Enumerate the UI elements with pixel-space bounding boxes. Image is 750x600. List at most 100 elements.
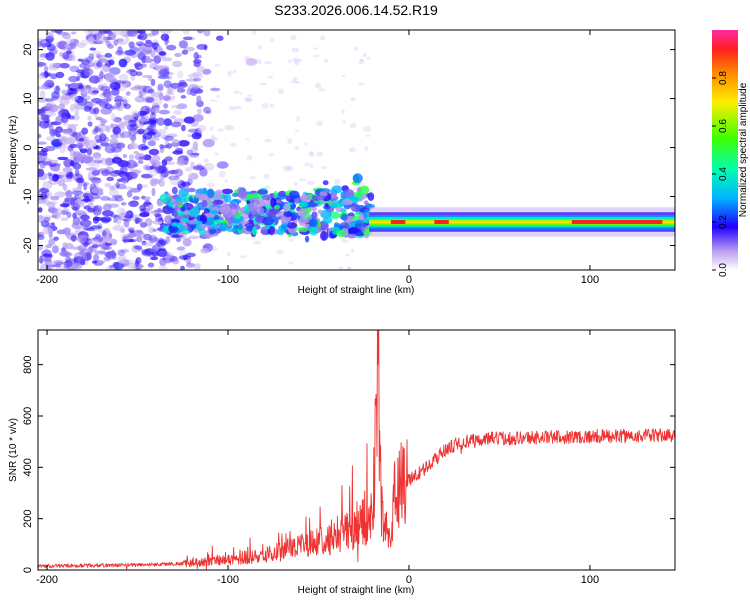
spectrogram-cell [100, 85, 111, 92]
spectrogram-cell [148, 168, 158, 177]
spectrogram-cell [38, 244, 44, 251]
spectrogram-cell [313, 47, 319, 50]
spectrogram-cell [170, 121, 182, 128]
spectrogram-cell [38, 214, 44, 223]
spectrogram-cell [176, 87, 186, 93]
spectrogram-cell [38, 207, 43, 213]
spectrogram-cell [55, 126, 63, 134]
spectrogram-cell [68, 93, 79, 102]
spectrogram-cell [115, 38, 125, 43]
spectrogram-cell [67, 123, 79, 127]
spectrogram-cell [104, 144, 116, 154]
spectrogram-cell [50, 222, 55, 226]
spectrogram-cell [112, 126, 121, 135]
spectrogram-cell [352, 173, 363, 184]
spectrogram-cell [297, 59, 303, 62]
spectrogram-cell [140, 146, 150, 150]
spectrogram-cell [73, 256, 84, 264]
spectrogram-cell [38, 133, 42, 139]
spectrogram-cell [143, 42, 155, 48]
spectrogram-cell [51, 91, 60, 100]
spectrogram-cell [171, 186, 178, 195]
chart-title: S233.2026.006.14.52.R19 [274, 2, 438, 18]
spectrogram-cell [214, 152, 220, 156]
spectrogram-cell [341, 109, 345, 114]
spectrogram-cell [99, 119, 108, 124]
spectrogram-cell [257, 189, 268, 195]
spectrogram-cell [264, 138, 272, 143]
spectrogram-cell [304, 223, 310, 229]
spectrogram-x-label: Height of straight line (km) [298, 285, 415, 296]
spectrogram-cell [191, 132, 202, 140]
spectrogram-cell [79, 219, 92, 227]
spectrogram-cell [158, 69, 170, 78]
spectrogram-cell [294, 60, 300, 66]
spectrogram-cell [39, 263, 51, 270]
spectrogram-cell [109, 82, 121, 90]
spectrogram-cell [64, 83, 70, 87]
spectrogram-cell [145, 97, 155, 103]
spectrogram-cell [350, 203, 361, 212]
spectrogram-cell [130, 110, 141, 117]
spectrogram-cell [41, 249, 52, 258]
spectrogram-cell [90, 155, 103, 163]
spectrogram-cell [177, 70, 184, 79]
spectrogram-cell [75, 69, 86, 74]
spectrogram-cell [45, 52, 55, 61]
spectrogram-cell [90, 177, 102, 184]
spectrogram-cell [338, 265, 344, 270]
spectrogram-cell [294, 181, 298, 186]
spectrogram-cell [283, 211, 293, 218]
spectrogram-cell [133, 113, 139, 121]
spectrogram-cell [173, 201, 183, 206]
spectrogram-cell [188, 83, 199, 92]
spectrogram-cell [155, 65, 165, 72]
spectrogram-cell [187, 134, 193, 138]
spectrogram-cell [163, 103, 169, 109]
spectrogram-cell [170, 82, 181, 89]
spectrogram-cell [137, 35, 142, 40]
spectrogram-cell [57, 179, 65, 187]
spectrogram-cell [39, 90, 46, 99]
spectrogram-cell [45, 110, 51, 114]
spectrogram-cell [78, 137, 85, 142]
spectrogram-cell [191, 152, 200, 156]
spectrogram-cell [239, 92, 243, 95]
spectrogram-cell [101, 170, 110, 177]
spectrogram-cell [350, 195, 356, 201]
spectrogram-cell [233, 90, 240, 94]
spectrogram-cell [175, 105, 185, 110]
spectrogram-cell [292, 57, 300, 62]
spectrogram-cell [203, 162, 215, 171]
spectrogram-cell [317, 88, 326, 92]
spectrogram-cell [358, 58, 365, 65]
spectrogram-cell [304, 142, 308, 146]
spectrogram-cell [296, 115, 300, 122]
spectrogram-cell [49, 62, 59, 68]
spectrogram-cell [119, 248, 130, 253]
spectrogram-cell [124, 49, 136, 56]
spectrogram-cell [61, 52, 70, 60]
spectrogram-cell [171, 139, 180, 148]
spectrogram-cell [109, 67, 121, 75]
spectrogram-cell [82, 226, 89, 231]
spectrogram-cell [126, 171, 138, 180]
spectrogram-cell [61, 174, 66, 178]
spectrogram-cell [117, 255, 127, 264]
spectrogram-cell [194, 192, 201, 199]
spectrogram-cell [202, 138, 215, 148]
spectrogram-cell [171, 95, 176, 99]
spectrogram-cell [77, 72, 86, 78]
spectrogram-cell [199, 193, 208, 201]
spectrogram-cell [349, 147, 356, 153]
spectrogram-cell [118, 58, 128, 68]
spectrogram-cell [365, 134, 371, 137]
spectrogram-cell [46, 72, 52, 77]
spectrogram-cell [76, 153, 88, 160]
spectrogram-cell [156, 129, 167, 135]
spectrogram-cell [270, 38, 275, 42]
spectrogram-cell [172, 150, 184, 155]
spectrogram-cell [188, 196, 193, 203]
spectrogram-cell [137, 160, 144, 165]
spectrogram-cell [181, 49, 189, 55]
